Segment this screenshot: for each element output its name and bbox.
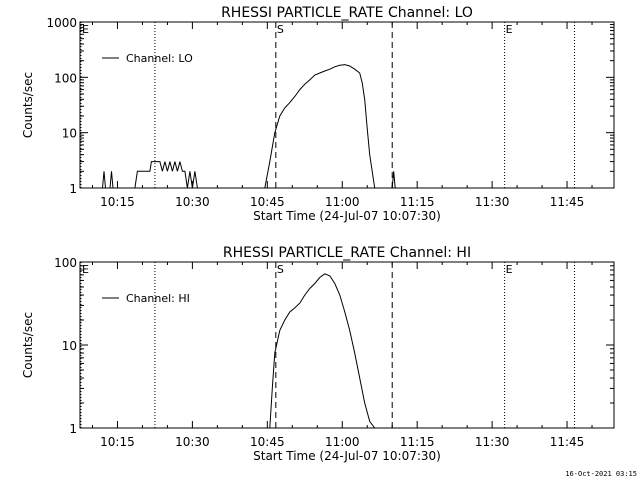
x-axis-label: Start Time (24-Jul-07 10:07:30) bbox=[253, 209, 441, 223]
x-axis-label: Start Time (24-Jul-07 10:07:30) bbox=[253, 449, 441, 463]
plot-frame bbox=[79, 21, 615, 189]
event-marker-label: E bbox=[506, 23, 513, 36]
x-tick-label: 10:30 bbox=[175, 195, 210, 209]
x-tick-label: 10:30 bbox=[175, 435, 210, 449]
panel-2: RHESSI PARTICLE_RATE Channel: HI 10:15 10:… bbox=[21, 245, 615, 463]
legend-label: Channel: HI bbox=[126, 292, 190, 305]
x-tick-label: 11:45 bbox=[550, 195, 585, 209]
event-marker-label: S bbox=[277, 23, 284, 36]
y-tick-label: 10 bbox=[62, 127, 77, 141]
legend-label: Channel: LO bbox=[126, 52, 193, 65]
x-tick-label: 11:00 bbox=[325, 435, 360, 449]
y-tick-label: 10 bbox=[62, 339, 77, 353]
x-tick-label: 11:00 bbox=[325, 195, 360, 209]
y-tick-label: 1 bbox=[69, 422, 77, 436]
y-axis-label: Counts/sec bbox=[21, 72, 35, 138]
x-tick-label: 11:15 bbox=[400, 435, 435, 449]
generation-timestamp: 16-Oct-2021 03:15 bbox=[565, 470, 637, 478]
y-tick-label: 1 bbox=[69, 182, 77, 196]
series-line-1 bbox=[102, 64, 396, 189]
series-line-1 bbox=[269, 273, 376, 429]
chart-title: RHESSI PARTICLE_RATE Channel: LO bbox=[221, 5, 473, 21]
y-axis-label: Counts/sec bbox=[21, 312, 35, 378]
plot-frame bbox=[79, 261, 615, 429]
event-marker-label: E bbox=[506, 263, 513, 276]
x-tick-label: 11:30 bbox=[475, 195, 510, 209]
x-tick-label: 10:15 bbox=[100, 435, 135, 449]
x-tick-label: 10:45 bbox=[250, 195, 285, 209]
panel-1: RHESSI PARTICLE_RATE Channel: LO 10:15 10:… bbox=[21, 5, 615, 223]
event-marker-label: S bbox=[277, 263, 284, 276]
x-tick-label: 11:45 bbox=[550, 435, 585, 449]
chart-title: RHESSI PARTICLE_RATE Channel: HI bbox=[223, 245, 471, 261]
y-tick-label: 100 bbox=[54, 256, 77, 270]
event-marker-label: E bbox=[82, 263, 89, 276]
x-tick-label: 10:15 bbox=[100, 195, 135, 209]
event-marker-label: E bbox=[82, 23, 89, 36]
y-tick-label: 1000 bbox=[46, 16, 77, 30]
x-tick-label: 11:30 bbox=[475, 435, 510, 449]
x-tick-label: 10:45 bbox=[250, 435, 285, 449]
x-tick-label: 11:15 bbox=[400, 195, 435, 209]
y-tick-label: 100 bbox=[54, 71, 77, 85]
